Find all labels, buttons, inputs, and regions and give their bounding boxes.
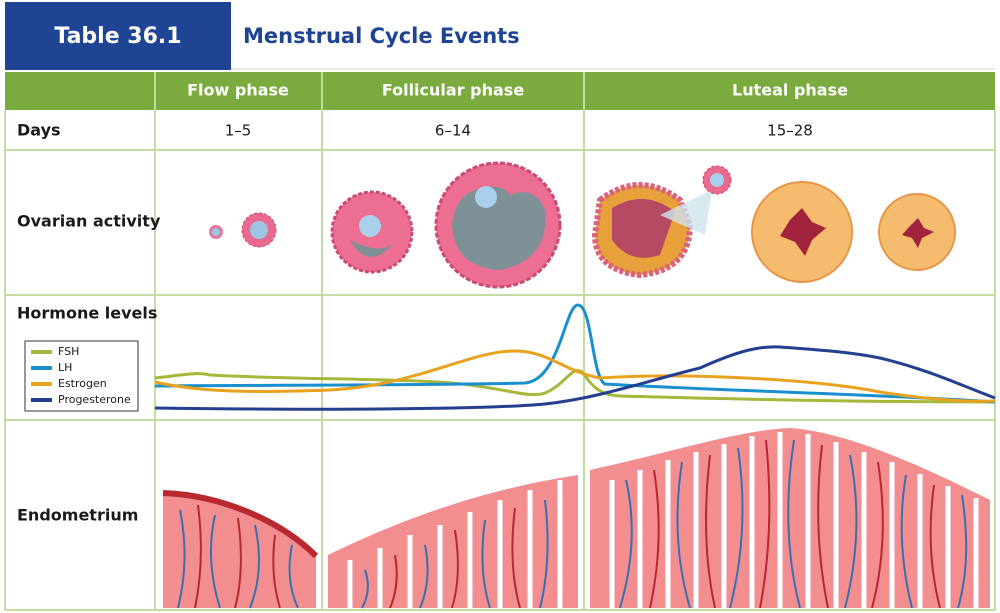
row-label: Ovarian activity bbox=[17, 212, 161, 231]
hormone-curves bbox=[154, 303, 996, 411]
legend-label: FSH bbox=[58, 345, 79, 358]
cell: 6–14 bbox=[435, 122, 471, 140]
header-row bbox=[5, 72, 995, 110]
table-title: Menstrual Cycle Events bbox=[243, 24, 520, 48]
legend-label: LH bbox=[58, 361, 72, 374]
column-header: Luteal phase bbox=[732, 81, 848, 100]
row-label: Days bbox=[17, 121, 61, 140]
ovarian-illustration bbox=[209, 161, 956, 289]
cell: 15–28 bbox=[767, 122, 813, 140]
grid bbox=[4, 72, 996, 611]
row-label: Endometrium bbox=[17, 506, 138, 525]
endometrium-illustration bbox=[162, 428, 990, 609]
legend-label: Progesterone bbox=[58, 393, 131, 406]
row-label: Hormone levels bbox=[17, 304, 157, 323]
table-label-box bbox=[5, 2, 231, 70]
cell: 1–5 bbox=[225, 122, 252, 140]
column-header: Flow phase bbox=[187, 81, 289, 100]
table-label: Table 36.1 bbox=[54, 24, 181, 49]
column-header: Follicular phase bbox=[382, 81, 525, 100]
legend-label: Estrogen bbox=[58, 377, 107, 390]
